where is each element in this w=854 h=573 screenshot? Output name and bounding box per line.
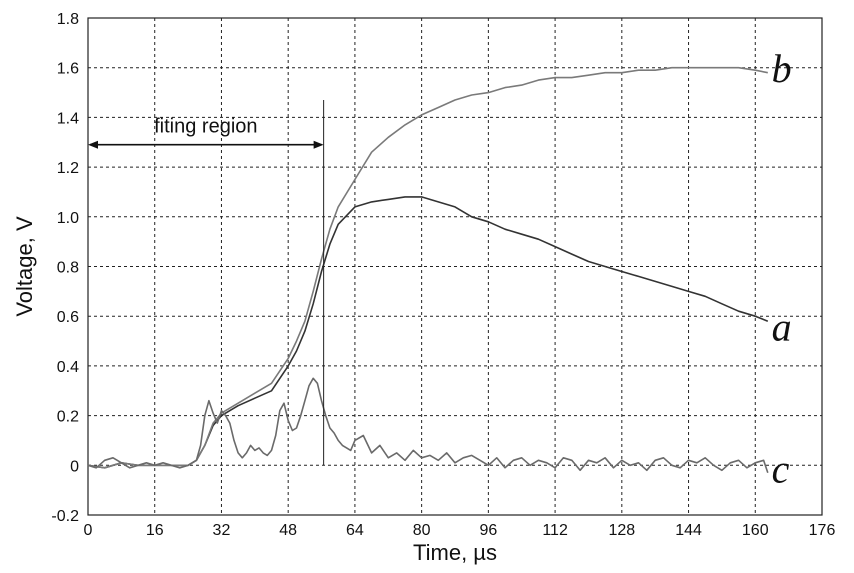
fitting-region-label: fiting region [154, 116, 257, 138]
series-line-c [87, 377, 769, 474]
y-tick-label: 0.6 [57, 309, 79, 326]
arrow-head-right-icon [313, 140, 324, 149]
series-line-b [87, 66, 768, 469]
y-tick-label: 0.4 [57, 359, 79, 376]
annotation-layer: fiting region [88, 100, 325, 466]
series-line-a [87, 196, 769, 469]
y-tick-label: 0.2 [57, 409, 79, 426]
series-label-b: b [772, 46, 792, 91]
y-tick-label: 0 [70, 458, 79, 475]
plot-frame [87, 17, 823, 516]
series-layer: a b c [87, 46, 792, 491]
x-tick-label: 128 [608, 522, 635, 539]
x-tick-label: 64 [346, 522, 364, 539]
series-label-a: a [772, 305, 792, 350]
x-tick-label: 112 [542, 522, 568, 539]
y-tick-label: -0.2 [51, 508, 79, 525]
x-tick-label: 0 [84, 522, 93, 539]
y-tick-label: 1.4 [57, 110, 79, 127]
x-tick-label: 80 [413, 522, 431, 539]
y-tick-label: 1.0 [57, 210, 79, 227]
arrow-head-left-icon [88, 140, 98, 149]
x-tick-label: 16 [146, 522, 164, 539]
x-tick-label: 48 [279, 522, 297, 539]
x-tick-label: 176 [809, 522, 836, 539]
x-tick-label: 96 [479, 522, 497, 539]
y-axis-label: Voltage, V [12, 216, 37, 317]
y-tick-label: 0.8 [57, 260, 79, 277]
y-tick-label: 1.6 [57, 61, 79, 78]
y-tick-label: 1.2 [57, 160, 79, 177]
tick-labels: 0 16 32 48 64 80 96 112 128 144 160 176 -0.2 0 0.2 0.4 0… [51, 11, 835, 539]
x-axis-label: Time, µs [413, 540, 497, 565]
grid-layer [88, 18, 822, 515]
y-tick-label: 1.8 [57, 11, 79, 28]
x-tick-label: 32 [213, 522, 231, 539]
x-tick-label: 160 [742, 522, 769, 539]
x-tick-label: 144 [675, 522, 702, 539]
series-label-c: c [772, 446, 790, 491]
